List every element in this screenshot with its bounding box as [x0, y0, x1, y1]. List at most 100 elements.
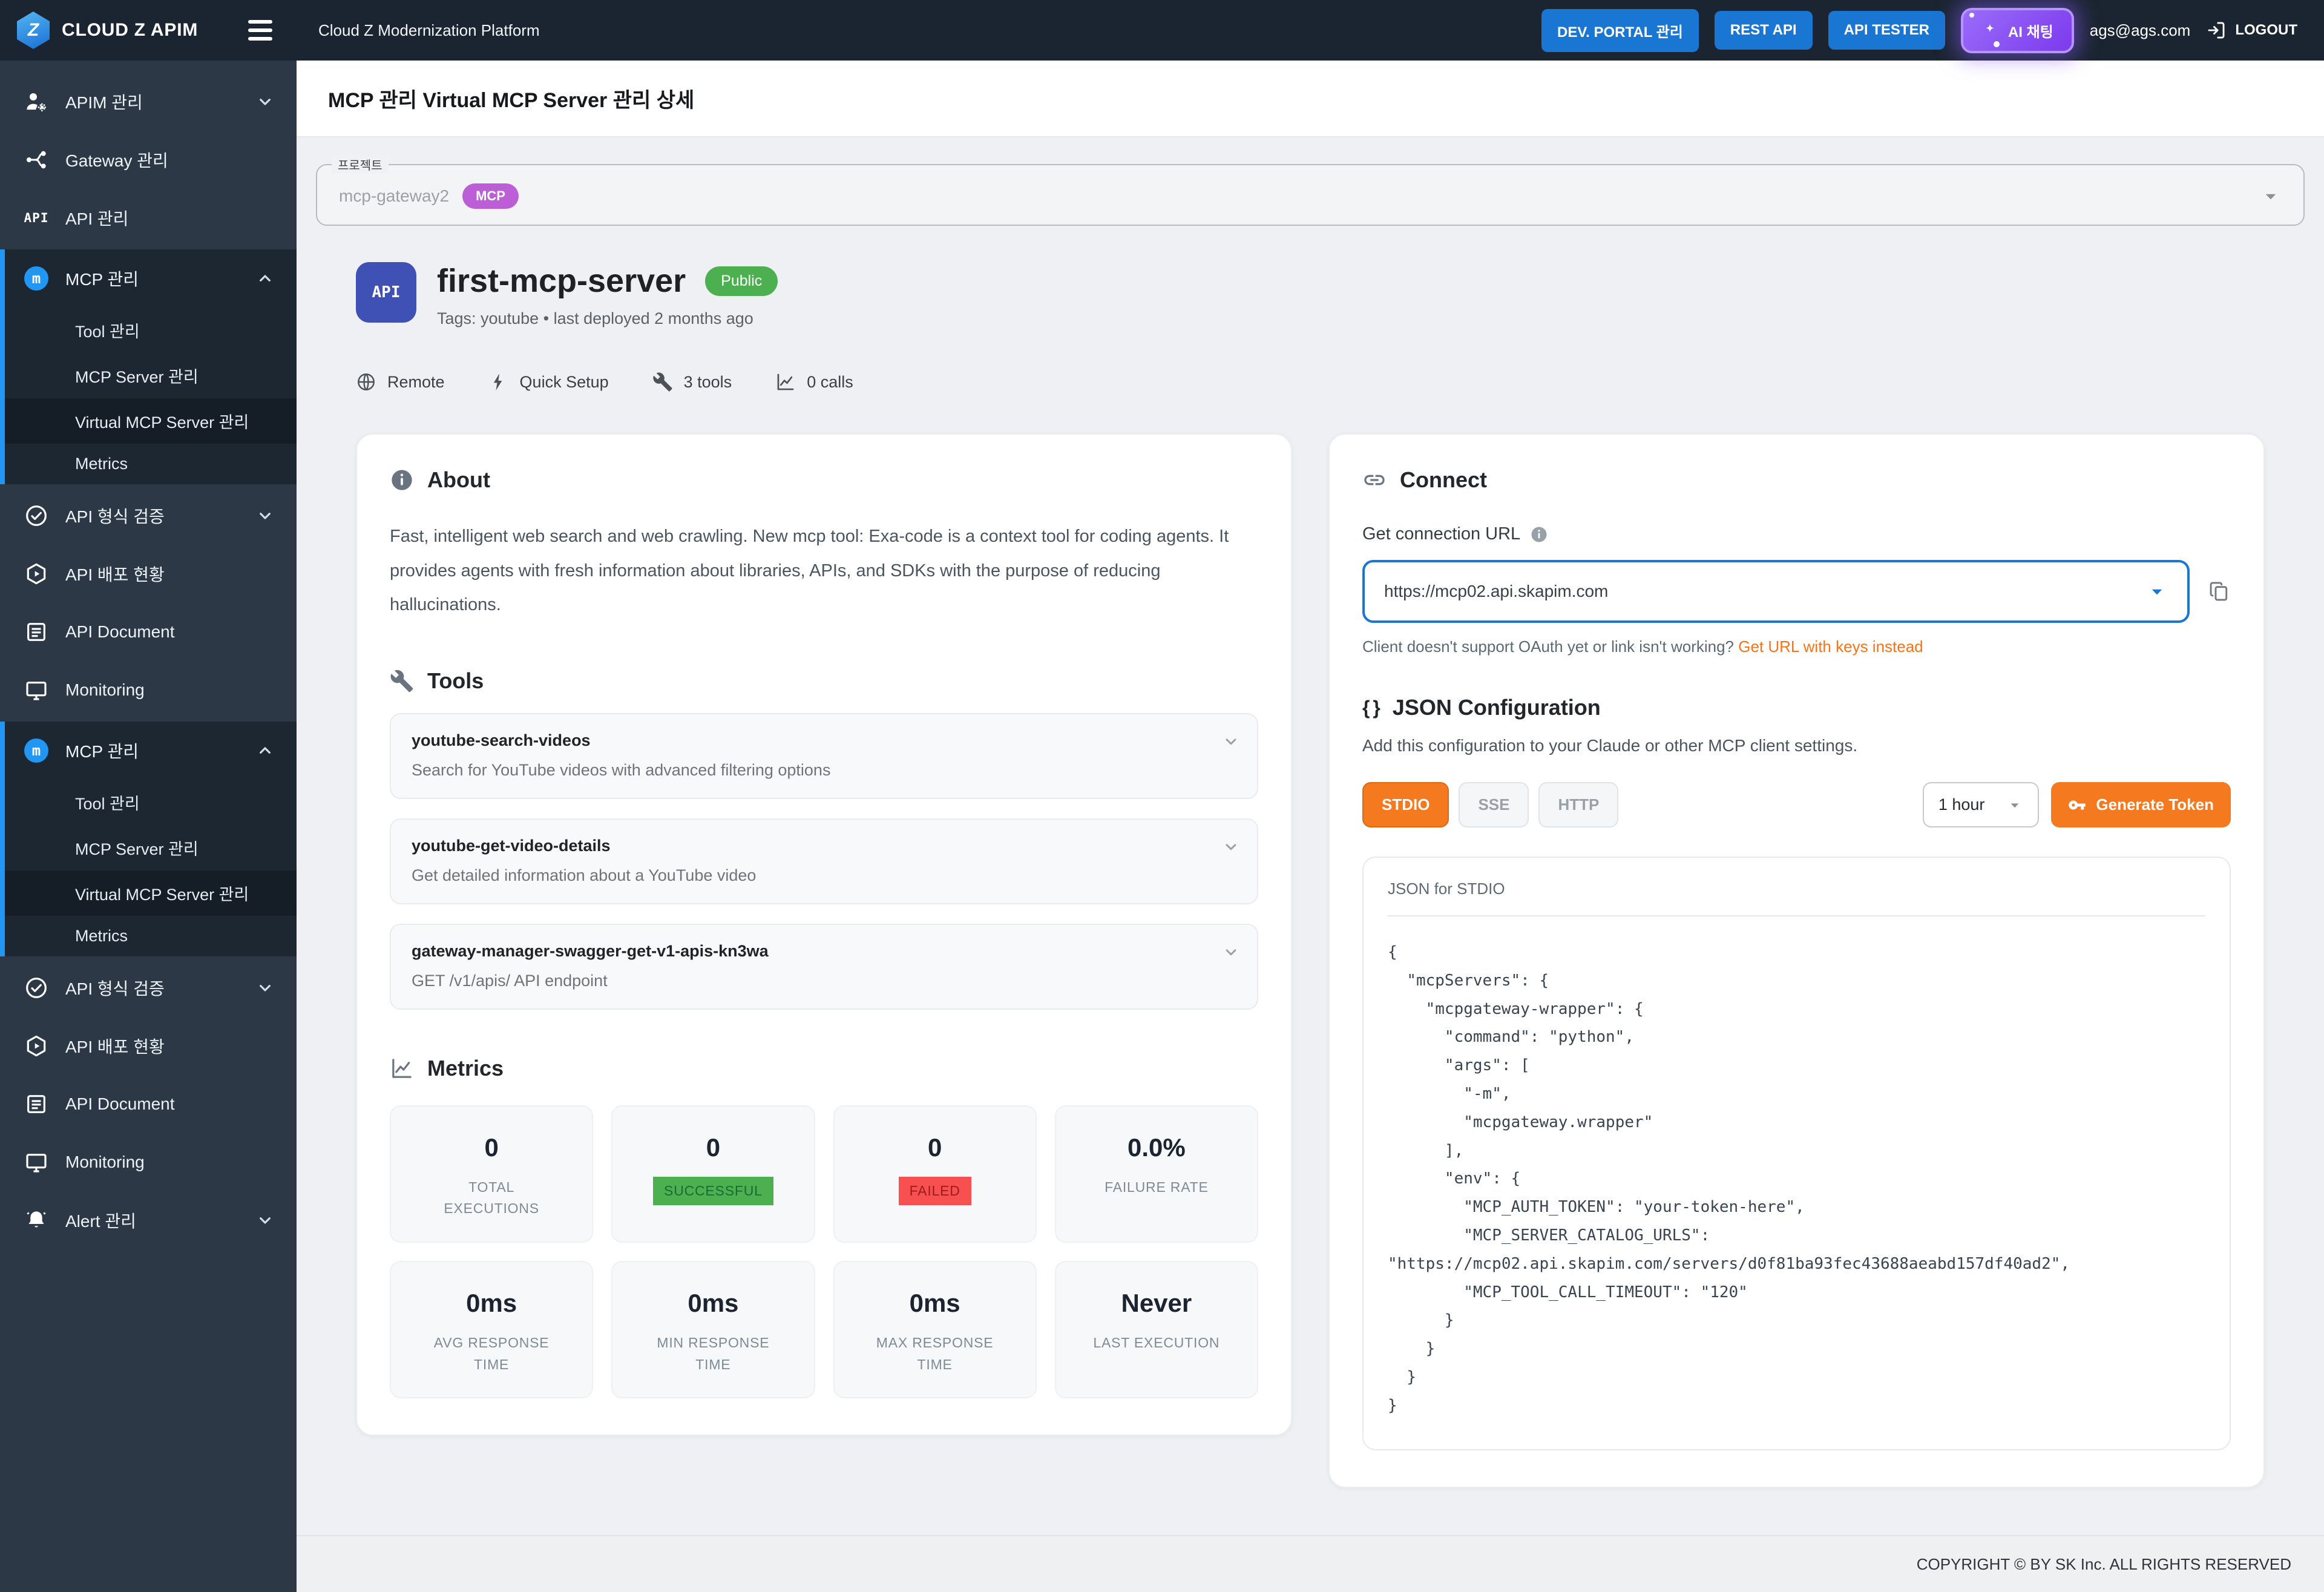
ai-chat-button[interactable]: AI 채팅: [1960, 7, 2074, 53]
tool-item[interactable]: youtube-search-videos Search for YouTube …: [390, 712, 1258, 799]
rest-api-button[interactable]: REST API: [1714, 11, 1813, 50]
tool-description: GET /v1/apis/ API endpoint: [412, 971, 608, 990]
link-icon: [1362, 468, 1387, 492]
sidebar-item[interactable]: API 형식 검증: [0, 487, 297, 545]
stat-item: 0 calls: [775, 372, 853, 392]
sidebar-subitem[interactable]: Metrics: [75, 927, 128, 945]
sidebar-item-label: API 배포 현황: [65, 1038, 165, 1056]
metrics-section-title: Metrics: [390, 1056, 1258, 1081]
metric-value: 0ms: [909, 1288, 960, 1317]
project-select[interactable]: 프로젝트 mcp-gateway2 MCP: [316, 156, 2305, 226]
generate-token-button[interactable]: Generate Token: [2051, 782, 2231, 827]
stat-item: Remote: [356, 372, 445, 392]
details-card: About Fast, intelligent web search and w…: [356, 433, 1292, 1436]
logout-label: LOGOUT: [2235, 22, 2297, 38]
server-name: first-mcp-server: [437, 263, 686, 299]
tool-description: Get detailed information about a YouTube…: [412, 866, 757, 884]
tab-stdio[interactable]: STDIO: [1362, 782, 1449, 827]
metric-label: MAX RESPONSE TIME: [876, 1334, 994, 1372]
tab-http[interactable]: HTTP: [1538, 782, 1619, 827]
sidebar-subitem[interactable]: Virtual MCP Server 관리: [5, 870, 297, 916]
metric-label: FAILED: [898, 1176, 971, 1206]
connection-url-value: https://mcp02.api.skapim.com: [1384, 582, 1609, 600]
stat-item: Quick Setup: [488, 372, 609, 392]
copy-button[interactable]: [2208, 580, 2231, 603]
cards-row: About Fast, intelligent web search and w…: [356, 433, 2265, 1488]
tool-name: gateway-manager-swagger-get-v1-apis-kn3w…: [412, 941, 769, 960]
connection-url-label: Get connection URL: [1362, 524, 2231, 544]
sparkle-icon: [1981, 22, 1998, 39]
json-code: { "mcpServers": { "mcpgateway-wrapper": …: [1388, 943, 2070, 1415]
tool-item[interactable]: gateway-manager-swagger-get-v1-apis-kn3w…: [390, 923, 1258, 1010]
about-section-title: About: [390, 467, 1258, 493]
sidebar-item[interactable]: API Document: [0, 1075, 297, 1133]
brand: Z CLOUD Z APIM: [0, 12, 297, 49]
sidebar-item[interactable]: API Document: [0, 603, 297, 661]
get-url-keys-link[interactable]: Get URL with keys instead: [1738, 637, 1923, 656]
chevron-down-icon: [253, 92, 277, 111]
dev-portal-button[interactable]: DEV. PORTAL 관리: [1541, 8, 1699, 52]
sidebar-group: m MCP 관리 Tool 관리 MCP Server 관리 Virtual MCP S…: [0, 722, 297, 956]
sidebar-item[interactable]: API 형식 검증: [0, 959, 297, 1017]
chart-icon: [390, 1056, 414, 1081]
braces-icon: { }: [1362, 696, 1380, 719]
connect-card: Connect Get connection URL https://mcp02…: [1328, 433, 2265, 1488]
metric-card: 0 SUCCESSFUL: [611, 1105, 815, 1243]
sidebar-subitem[interactable]: Tool 관리: [75, 795, 140, 813]
sidebar-item[interactable]: API API 관리: [0, 189, 297, 247]
stat-item: 3 tools: [652, 372, 732, 392]
json-code-title: JSON for STDIO: [1388, 880, 1505, 898]
tools-list: youtube-search-videos Search for YouTube …: [390, 712, 1258, 1010]
chart-icon: [775, 372, 796, 392]
sidebar-item[interactable]: APIM 관리: [0, 73, 297, 131]
menu-toggle-button[interactable]: [243, 15, 277, 45]
app-logo-icon: Z: [17, 12, 50, 49]
user-email: ags@ags.com: [2089, 21, 2191, 39]
content: 프로젝트 mcp-gateway2 MCP API first-mcp-serv…: [297, 137, 2324, 1535]
divider: [1388, 915, 2205, 916]
check-circle-icon: [24, 976, 48, 1000]
sidebar-item[interactable]: m MCP 관리: [5, 722, 297, 780]
sidebar-group: m MCP 관리 Tool 관리 MCP Server 관리 Virtual MCP S…: [0, 249, 297, 484]
caret-down-icon: [2006, 797, 2023, 814]
sidebar-item[interactable]: m MCP 관리: [5, 249, 297, 308]
sidebar-subitem[interactable]: MCP Server 관리: [75, 368, 199, 386]
connect-helper-text: Client doesn't support OAuth yet or link…: [1362, 637, 1923, 656]
sidebar-item-label: Gateway 관리: [65, 151, 168, 170]
sidebar-subitem[interactable]: MCP Server 관리: [75, 840, 199, 858]
metric-label: SUCCESSFUL: [653, 1176, 773, 1206]
sidebar-item-label: Monitoring: [65, 680, 145, 699]
sidebar-item[interactable]: Monitoring: [0, 1133, 297, 1191]
bell-icon: [24, 1208, 48, 1232]
caret-down-icon: [2260, 185, 2282, 207]
sidebar-item[interactable]: API 배포 현황: [0, 545, 297, 603]
metric-value: 0ms: [466, 1288, 517, 1317]
monitor-icon: [24, 1150, 48, 1174]
mcp-icon: m: [24, 266, 48, 291]
metric-value: 0.0%: [1128, 1133, 1186, 1162]
tool-item[interactable]: youtube-get-video-details Get detailed in…: [390, 818, 1258, 904]
tab-sse[interactable]: SSE: [1459, 782, 1529, 827]
monitor-icon: [24, 678, 48, 702]
tools-section-title: Tools: [390, 668, 1258, 694]
sidebar-item[interactable]: Alert 관리: [0, 1191, 297, 1249]
stats-row: Remote Quick Setup 3 tools 0 calls: [356, 372, 2265, 392]
connection-url-select[interactable]: https://mcp02.api.skapim.com: [1362, 560, 2190, 623]
sidebar-item[interactable]: Monitoring: [0, 661, 297, 719]
project-select-label: 프로젝트: [332, 156, 389, 173]
sidebar-subitem[interactable]: Tool 관리: [75, 323, 140, 341]
about-text: Fast, intelligent web search and web cra…: [390, 527, 1229, 615]
sidebar-subitem[interactable]: Virtual MCP Server 관리: [5, 398, 297, 444]
logout-button[interactable]: LOGOUT: [2206, 20, 2297, 41]
caret-down-icon: [2146, 581, 2168, 602]
tool-name: youtube-get-video-details: [412, 836, 611, 855]
metric-card: 0.0% FAILURE RATE: [1054, 1105, 1258, 1243]
api-tester-button[interactable]: API TESTER: [1828, 11, 1945, 50]
sidebar-item[interactable]: API 배포 현황: [0, 1017, 297, 1075]
main-area: MCP 관리 Virtual MCP Server 관리 상세 프로젝트 mcp…: [297, 61, 2324, 1592]
page-title: MCP 관리 Virtual MCP Server 관리 상세: [297, 61, 2324, 137]
sidebar-item[interactable]: Gateway 관리: [0, 131, 297, 189]
sidebar-subitem[interactable]: Metrics: [75, 455, 128, 473]
token-duration-select[interactable]: 1 hour: [1922, 782, 2040, 827]
key-icon: [2068, 796, 2086, 814]
